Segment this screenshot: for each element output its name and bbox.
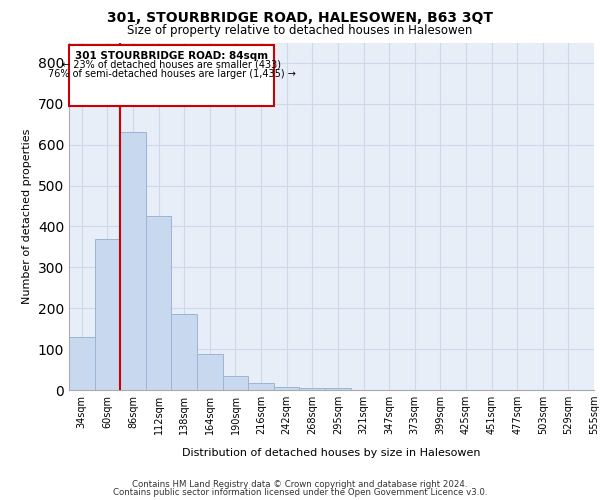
Text: Size of property relative to detached houses in Halesowen: Size of property relative to detached ho… [127, 24, 473, 37]
Bar [197, 354, 223, 390]
Bar [274, 386, 299, 390]
Bar [248, 382, 274, 390]
FancyBboxPatch shape [69, 44, 274, 106]
Bar [172, 314, 197, 390]
Bar [95, 238, 120, 390]
Text: 301 STOURBRIDGE ROAD: 84sqm: 301 STOURBRIDGE ROAD: 84sqm [75, 50, 268, 60]
Bar [120, 132, 146, 390]
Text: Contains public sector information licensed under the Open Government Licence v3: Contains public sector information licen… [113, 488, 487, 497]
Text: ← 23% of detached houses are smaller (433): ← 23% of detached houses are smaller (43… [62, 60, 281, 70]
X-axis label: Distribution of detached houses by size in Halesowen: Distribution of detached houses by size … [182, 448, 481, 458]
Bar [325, 388, 351, 390]
Bar [299, 388, 325, 390]
Y-axis label: Number of detached properties: Number of detached properties [22, 128, 32, 304]
Bar [146, 216, 172, 390]
Text: 76% of semi-detached houses are larger (1,435) →: 76% of semi-detached houses are larger (… [47, 68, 295, 78]
Text: Contains HM Land Registry data © Crown copyright and database right 2024.: Contains HM Land Registry data © Crown c… [132, 480, 468, 489]
Text: 301, STOURBRIDGE ROAD, HALESOWEN, B63 3QT: 301, STOURBRIDGE ROAD, HALESOWEN, B63 3Q… [107, 11, 493, 25]
Bar [69, 337, 95, 390]
Bar [223, 376, 248, 390]
